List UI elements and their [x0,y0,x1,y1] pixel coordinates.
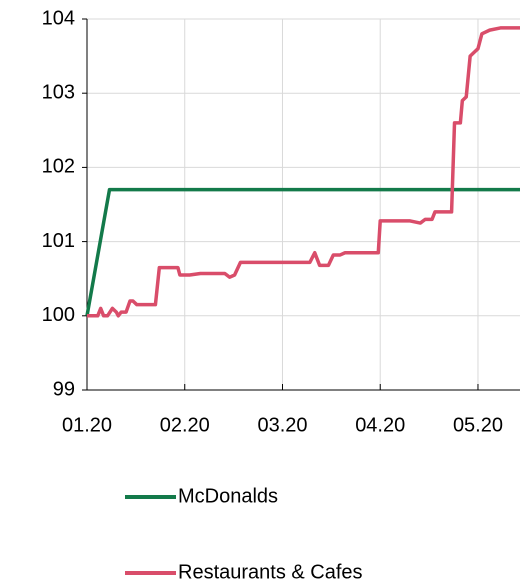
x-tick-label: 01.20 [62,414,112,436]
line [85,187,520,317]
y-tick-label: 100 [42,304,75,326]
legend-label: Restaurants & Cafes [178,561,363,583]
line [87,26,520,318]
x-tick-label: 03.20 [257,414,307,436]
x-tick-label: 04.20 [355,414,405,436]
y-tick-label: 104 [42,7,75,29]
x-tick-label: 02.20 [160,414,210,436]
y-tick-label: 99 [53,378,75,400]
y-tick-label: 103 [42,81,75,103]
x-tick-label: 05.20 [453,414,503,436]
legend-label: McDonalds [178,485,278,507]
y-tick-label: 101 [42,230,75,252]
y-tick-label: 102 [42,156,75,178]
